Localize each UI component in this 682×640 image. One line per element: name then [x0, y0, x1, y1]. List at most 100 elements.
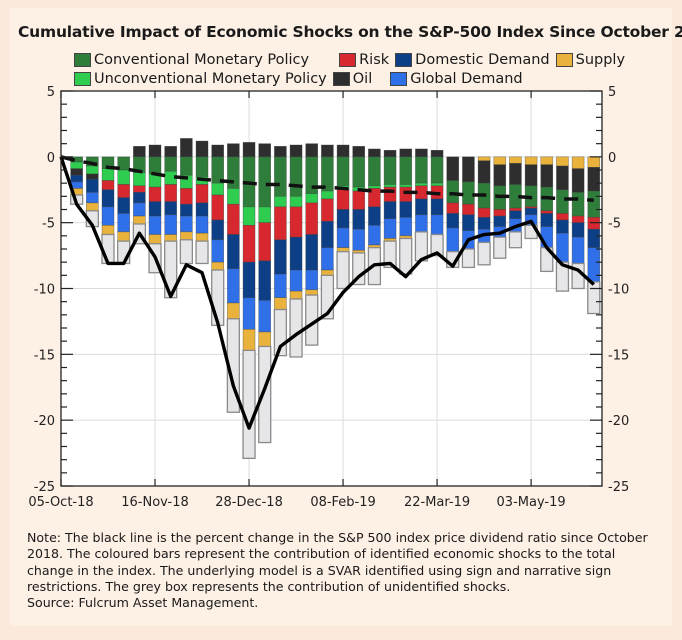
bar-stack: [414, 148, 429, 262]
bar-segment-dom: [446, 213, 460, 229]
bar-segment-oil: [305, 143, 319, 158]
bar-segment-oil: [462, 156, 475, 183]
bar-segment-glob: [321, 247, 334, 271]
bar-segment-unid: [587, 281, 601, 315]
bar-segment-oil: [86, 173, 99, 180]
bar-segment-dom: [524, 207, 538, 216]
bar-segment-conv: [352, 156, 366, 188]
bar-stack: [477, 156, 491, 266]
bar-segment-supply: [493, 156, 507, 166]
bar-segment-conv: [180, 156, 193, 176]
bar-segment-unconv: [321, 190, 334, 200]
bar-segment-supply: [524, 156, 538, 166]
note-line-4: restrictions. The grey box represents th…: [27, 578, 511, 594]
bar-segment-oil: [321, 144, 334, 158]
legend-swatch-glob: [390, 71, 408, 86]
bar-segment-risk: [352, 190, 366, 210]
bar-segment-glob: [211, 239, 224, 263]
legend-item-dom: Domestic Demand: [395, 52, 550, 68]
bar-segment-conv: [258, 156, 272, 208]
bar-segment-oil: [258, 143, 272, 158]
bar-segment-unid: [336, 250, 350, 290]
bar-stack: [211, 144, 225, 327]
bar-segment-risk: [571, 215, 585, 223]
bar-segment-oil: [556, 165, 569, 191]
bar-segment-dom: [540, 213, 554, 227]
bar-segment-conv: [289, 156, 303, 197]
bar-segment-supply: [117, 231, 130, 242]
bar-segment-glob: [305, 269, 319, 291]
bar-segment-risk: [117, 184, 130, 198]
bar-segment-oil: [148, 144, 162, 158]
bar-segment-risk: [556, 213, 569, 221]
bar-segment-oil: [227, 143, 240, 158]
chart-title: Cumulative Impact of Economic Shocks on …: [18, 23, 682, 41]
bar-segment-dom: [321, 221, 334, 248]
bar-segment-glob: [399, 217, 413, 237]
bar-segment-conv: [195, 156, 209, 177]
bar-stack: [289, 144, 303, 358]
legend-label-unconv: Unconventional Monetary Policy: [94, 70, 327, 87]
bar-segment-oil: [368, 148, 381, 158]
bar-segment-oil: [509, 163, 522, 185]
bar-segment-supply: [133, 215, 146, 225]
bar-segment-unid: [461, 248, 476, 269]
bar-segment-risk: [493, 209, 507, 217]
x-tick-label: 28-Dec-18: [215, 495, 283, 510]
legend-item-conv: Conventional Monetary Policy: [74, 52, 309, 68]
bar-segment-dom: [133, 192, 146, 204]
bar-segment-dom: [477, 217, 491, 230]
bar-segment-dom: [587, 228, 601, 248]
note-source: Source: Fulcrum Asset Management.: [27, 595, 259, 611]
bar-stack: [461, 156, 476, 269]
bar-segment-oil: [195, 140, 209, 158]
bar-segment-conv: [368, 156, 381, 187]
legend-item-glob: Global Demand: [390, 70, 523, 87]
bar-segment-glob: [430, 214, 444, 235]
bar-segment-dom: [148, 201, 162, 217]
legend-row-2: Unconventional Monetary Policy Oil Globa…: [74, 69, 631, 88]
legend-label-risk: Risk: [359, 51, 390, 68]
x-tick-label: 16-Nov-18: [121, 495, 189, 510]
bar-segment-risk: [509, 207, 522, 212]
bar-segment-dom: [571, 222, 585, 238]
bar-segment-glob: [101, 206, 115, 226]
legend-swatch-oil: [332, 71, 350, 86]
legend-label-glob: Global Demand: [410, 70, 523, 87]
bar-segment-dom: [101, 189, 115, 208]
bar-segment-unconv: [368, 185, 381, 189]
bar-segment-unid: [477, 241, 491, 266]
bar-segment-supply: [587, 156, 601, 168]
bar-segment-dom: [399, 201, 413, 218]
bar-segment-supply: [180, 231, 193, 241]
bar-segment-glob: [117, 213, 130, 233]
bar-segment-supply: [509, 156, 522, 164]
bar-segment-oil: [587, 167, 601, 192]
bar-segment-dom: [227, 234, 240, 270]
bar-segment-glob: [571, 236, 585, 264]
legend-item-unconv: Unconventional Monetary Policy: [74, 71, 327, 87]
y-tick-label-right: -15: [608, 348, 629, 363]
bar-segment-conv: [571, 192, 585, 217]
bar-segment-conv: [415, 156, 428, 184]
bar-segment-unconv: [274, 196, 287, 208]
bar-stack: [305, 143, 319, 346]
bar-segment-unconv: [415, 182, 428, 187]
bar-segment-dom: [180, 203, 193, 217]
bar-segment-supply: [242, 329, 256, 351]
axes: 5 50 0-5 -5-10 -10-15 -15-20 -20-25 -2505-Oct-1…: [28, 85, 629, 510]
bar-segment-glob: [383, 218, 397, 239]
bar-segment-dom: [289, 236, 303, 271]
bar-segment-risk: [227, 203, 240, 235]
bar-segment-glob: [180, 215, 193, 233]
bar-segment-oil: [133, 146, 146, 158]
bar-segment-risk: [305, 202, 319, 235]
bar-segment-unid: [508, 231, 523, 249]
bar-segment-supply: [227, 302, 240, 320]
bar-segment-dom: [195, 202, 209, 217]
y-tick-label-left: 5: [47, 85, 55, 100]
y-tick-label-left: -10: [34, 283, 55, 298]
note: Note: The black line is the percent chan…: [27, 530, 667, 611]
bar-segment-risk: [274, 206, 287, 241]
